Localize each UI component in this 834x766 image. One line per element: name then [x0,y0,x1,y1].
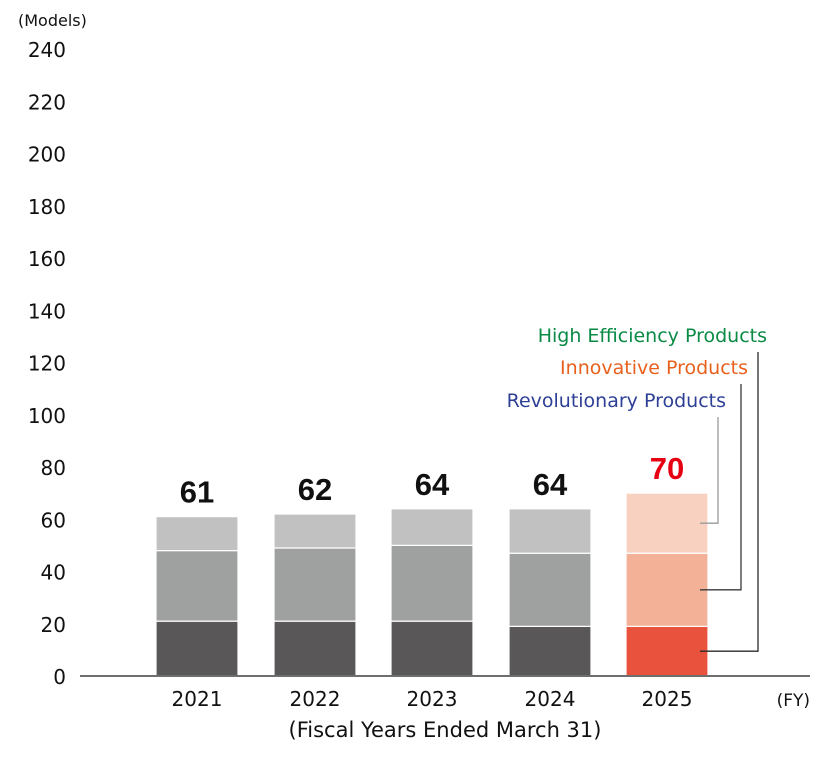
bar-segment-high-efficiency-products [625,625,709,677]
y-axis-unit-label: (Models) [18,11,87,30]
bar-segment-high-efficiency-products [273,620,357,677]
y-tick-label: 100 [28,404,66,428]
bar-segment-revolutionary-products [508,508,592,554]
bar-segment-revolutionary-products [390,508,474,546]
x-tick-label: 2021 [172,687,223,711]
y-tick-label: 160 [28,247,66,271]
y-tick-label: 40 [41,561,66,585]
bar-segment-innovative-products [625,552,709,627]
legend-entry: Innovative Products [560,357,748,379]
x-tick-label: 2023 [407,687,458,711]
bar-segment-innovative-products [155,549,239,622]
legend-entry: High Efficiency Products [538,325,767,347]
y-tick-label: 60 [41,508,66,532]
y-tick-label: 0 [53,665,66,689]
x-tick-label: 2024 [525,687,576,711]
bar-segment-innovative-products [273,547,357,622]
bar-group-2024: 64 [508,467,592,677]
bar-segment-high-efficiency-products [508,625,592,677]
bar-group-2022: 62 [273,472,357,677]
x-axis-unit-label: (FY) [777,691,810,711]
y-tick-label: 140 [28,299,66,323]
y-tick-label: 220 [28,90,66,114]
bar-group-2025: 70 [625,451,709,677]
legend-leader-line [700,384,742,591]
x-tick-label: 2022 [290,687,341,711]
bar-segment-innovative-products [508,552,592,627]
bar-segment-high-efficiency-products [390,620,474,677]
bar-segment-revolutionary-products [273,513,357,549]
x-axis-ticks: 2021 2022 2023 2024 2025 [172,687,693,711]
data-label-total: 70 [650,451,684,486]
y-axis-ticks: 0 20 40 60 80 100 120 140 160 180 200 220 240 [28,38,66,689]
x-axis-title: (Fiscal Years Ended March 31) [289,718,602,742]
legend: High Efficiency Products Innovative Produ… [507,325,767,652]
bar-group-2023: 64 [390,467,474,677]
data-label-total: 64 [415,467,450,502]
legend-leader-line [700,417,719,524]
y-tick-label: 120 [28,352,66,376]
y-tick-label: 200 [28,143,66,167]
bar-segment-revolutionary-products [625,492,709,554]
y-tick-label: 240 [28,38,66,62]
data-label-total: 61 [180,475,214,510]
bars: 61 62 64 64 70 [155,451,709,677]
bar-segment-innovative-products [390,544,474,622]
bar-group-2021: 61 [155,475,239,677]
bar-segment-high-efficiency-products [155,620,239,677]
y-tick-label: 180 [28,195,66,219]
legend-entry: Revolutionary Products [507,390,726,412]
data-label-total: 62 [298,472,332,507]
data-label-total: 64 [533,467,568,502]
y-tick-label: 20 [41,613,66,637]
legend-leader-line [700,352,759,652]
bar-segment-revolutionary-products [155,516,239,552]
x-tick-label: 2025 [642,687,693,711]
y-tick-label: 80 [41,456,66,480]
